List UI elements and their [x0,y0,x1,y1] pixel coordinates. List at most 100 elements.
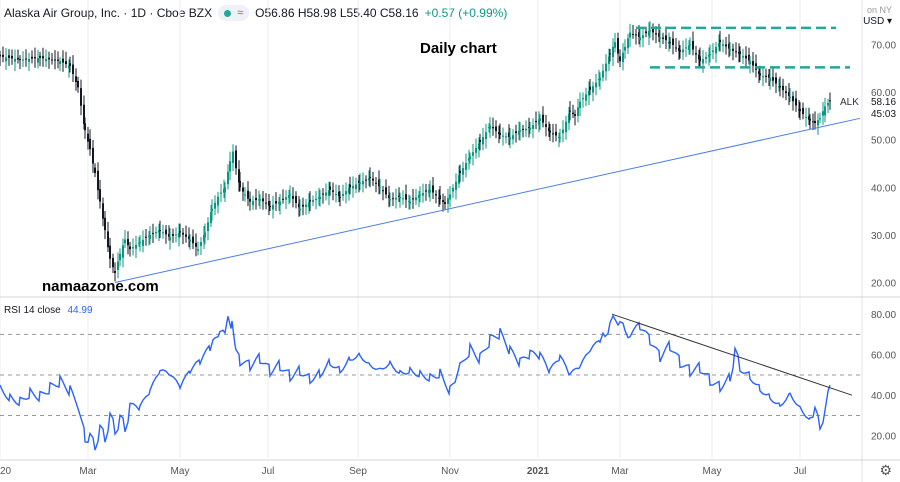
candle-body [585,94,587,101]
candle-body [782,85,784,91]
price-candle [708,47,710,66]
candle-body [68,65,70,69]
price-candle [788,82,790,106]
price-candle [629,23,631,47]
price-candle [342,184,344,201]
candle-body [48,57,50,60]
candle-body [569,110,571,112]
candle-body [247,190,249,199]
price-candle [572,104,574,119]
price-tick-label: 60.00 [871,88,896,99]
candle-body [639,37,641,41]
price-candle [732,43,734,61]
candle-body [638,32,640,37]
price-candle [742,48,744,65]
symbol-title[interactable]: Alaska Air Group, Inc. · 1D · Cboe BZX [4,6,213,20]
status-pill[interactable]: ≈ [218,5,250,21]
candle-body [92,147,94,164]
candle-body [645,31,647,34]
price-candle [175,227,177,243]
price-candle [399,192,401,208]
price-candle [739,46,741,62]
price-candle [699,47,701,68]
candle-body [542,114,544,123]
candle-body [124,239,126,244]
price-candle [109,237,111,269]
price-candle [352,176,354,198]
price-candle [702,50,704,73]
price-candle [11,49,13,65]
candle-body [289,194,291,196]
candle-body [279,201,281,206]
gear-icon[interactable]: ⚙ [879,462,892,478]
candle-body [84,123,86,131]
time-tick-label: Nov [441,466,459,477]
price-candle [529,121,531,134]
price-candle [65,51,67,69]
candle-body [592,86,594,93]
candle-body [577,107,579,116]
candle-body [599,77,601,81]
price-candle [819,112,821,124]
price-candle [355,177,357,194]
price-candle [155,226,157,239]
price-candle [279,194,281,215]
candle-body [259,199,261,201]
candle-body [179,231,181,233]
candle-body [285,197,287,200]
candle-body [802,108,804,115]
price-candle [569,101,571,121]
price-candle [439,185,441,205]
price-candle [135,235,137,258]
currency-selector[interactable]: on NY USD ▾ [863,4,892,28]
candle-body [525,128,527,131]
candle-body [39,55,41,58]
price-candle [402,190,404,205]
candle-body [172,234,174,236]
rsi-legend[interactable]: RSI 14 close 44.99 [4,305,93,316]
candle-body [14,58,16,62]
candle-body [509,137,511,140]
candle-body [478,143,480,150]
candle-body [462,168,464,175]
price-candle [745,46,747,68]
candle-body [718,43,720,47]
candle-body [702,59,704,64]
candle-body [609,53,611,55]
price-candle [489,117,491,138]
candle-body [748,54,750,61]
price-candle [51,53,53,65]
candle-body [298,203,300,208]
candle-body [662,37,664,39]
price-change: +0.57 (+0.99%) [424,6,508,20]
price-candle [269,200,271,212]
candle-body [528,127,530,129]
price-candle [34,47,36,68]
price-candle [365,175,367,189]
price-candle [338,185,340,203]
candle-body [655,33,657,35]
candle-body [685,47,687,49]
price-candle [465,153,467,178]
candle-body [418,195,420,198]
candle-body [642,35,644,39]
candle-body [435,194,437,196]
price-candle [189,234,191,250]
price-candle [165,224,167,244]
candle-body [549,130,551,133]
candle-body [288,195,290,198]
candle-body [482,137,484,145]
price-candle [755,54,757,78]
price-candle [275,192,277,211]
candle-body [2,54,4,57]
price-candle [705,51,707,64]
price-candle [649,21,651,38]
price-candle [152,223,154,243]
price-candle [48,51,50,69]
candle-body [162,232,164,234]
price-candle [432,177,434,200]
candle-body [119,253,121,261]
candle-body [452,188,454,192]
price-candle [203,226,205,249]
